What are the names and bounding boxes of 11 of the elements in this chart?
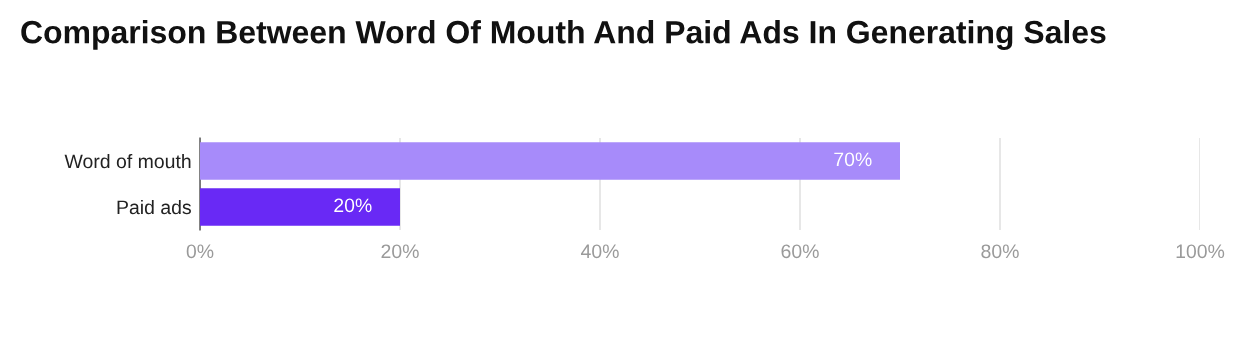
y-tick-label: Word of mouth: [64, 153, 191, 169]
chart-title: Comparison Between Word Of Mouth And Paid Ads In Generating Sales: [21, 20, 1106, 50]
data-label: 70%: [834, 152, 872, 167]
x-tick-label: 60%: [781, 244, 819, 259]
data-label: 20%: [334, 198, 372, 213]
x-tick-label: 0%: [186, 244, 214, 259]
x-tick-label: 40%: [580, 244, 619, 259]
x-tick-label: 80%: [981, 244, 1019, 259]
x-tick-label: 20%: [381, 244, 419, 259]
y-tick-label: Paid ads: [117, 199, 191, 215]
x-tick-label: 100%: [1176, 244, 1225, 259]
